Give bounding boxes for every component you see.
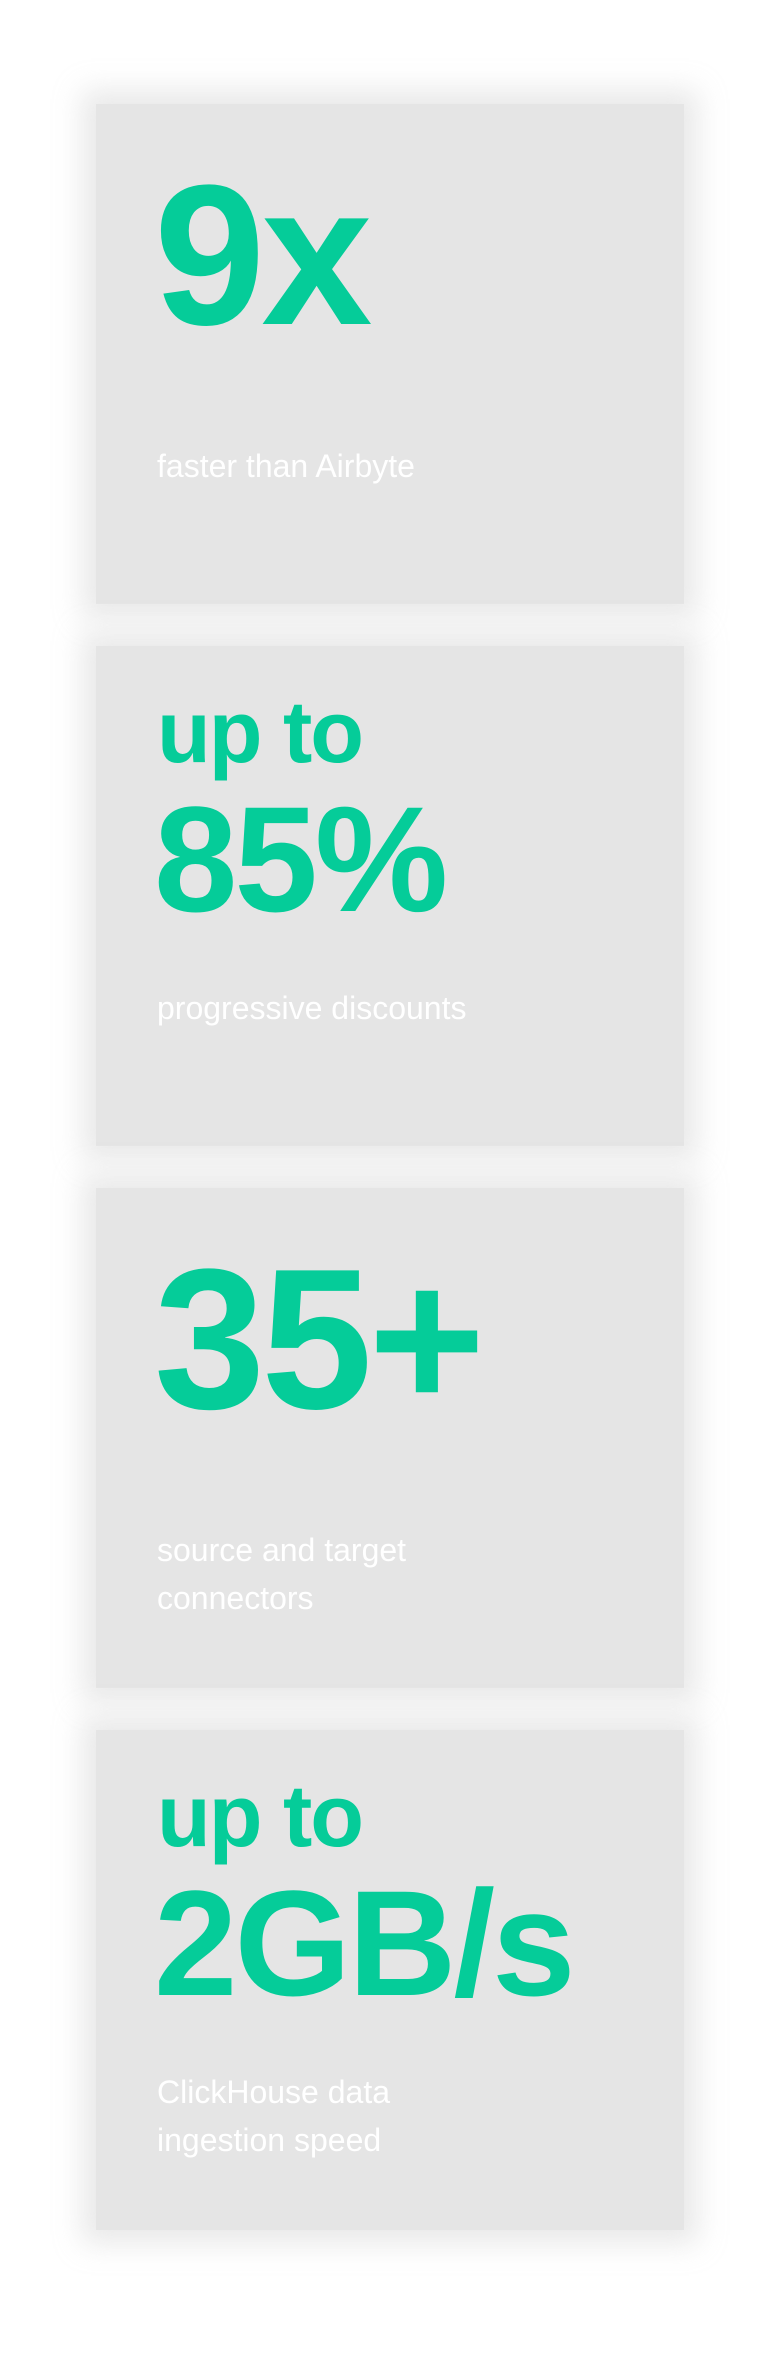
stat-card-ingestion: up to 2GB/s ClickHouse data ingestion sp… xyxy=(96,1730,684,2230)
stat-label: faster than Airbyte xyxy=(157,448,415,484)
stat-card-connectors: 35+ source and target connectors xyxy=(96,1188,684,1688)
stat-prefix: up to xyxy=(157,1766,364,1865)
stat-value: 85% xyxy=(154,775,448,943)
stat-label: ClickHouse data ingestion speed xyxy=(157,2074,390,2158)
stat-card-speed: 9x faster than Airbyte xyxy=(96,104,684,604)
stat-card-discounts: up to 85% progressive discounts xyxy=(96,646,684,1146)
stat-value: 2GB/s xyxy=(154,1859,576,2027)
stat-prefix: up to xyxy=(157,682,364,781)
stat-value: 9x xyxy=(154,144,372,367)
stat-value: 35+ xyxy=(154,1228,485,1451)
stat-label: source and target connectors xyxy=(157,1532,407,1616)
stat-label: progressive discounts xyxy=(157,990,467,1026)
stats-list: 9x faster than Airbyte up to 85% progres… xyxy=(96,104,684,2230)
